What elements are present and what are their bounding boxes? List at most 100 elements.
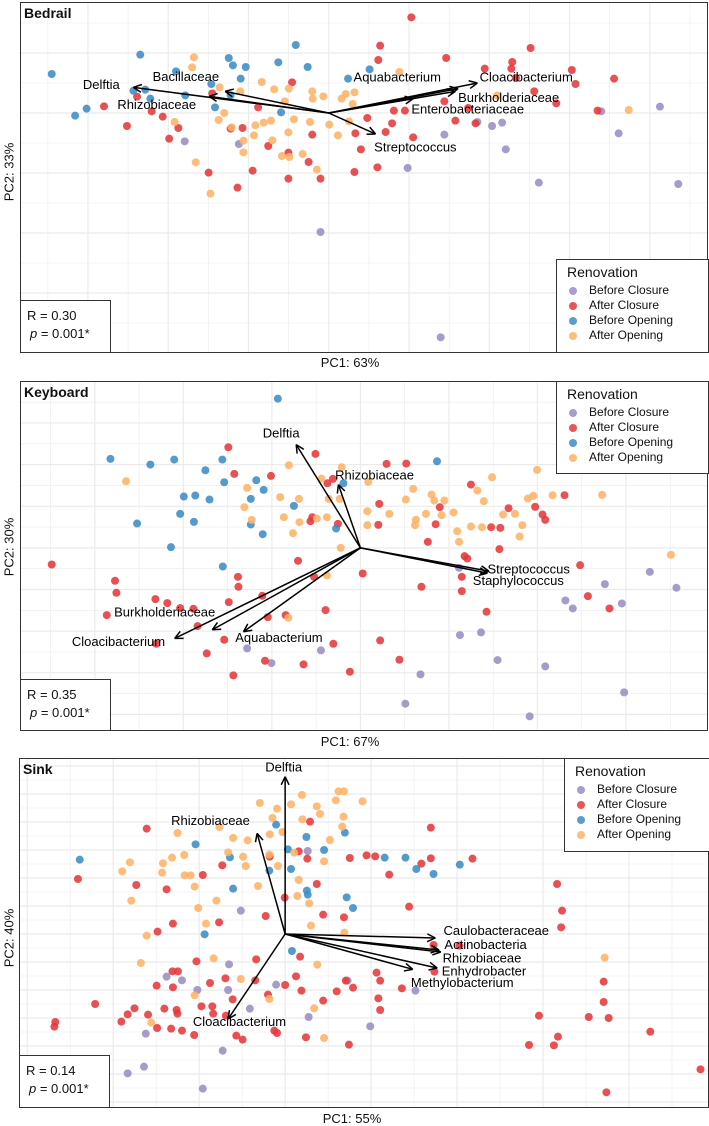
data-point: [168, 983, 177, 992]
data-point: [366, 1022, 375, 1031]
data-point: [142, 931, 151, 940]
data-point: [553, 880, 562, 888]
data-point: [162, 885, 171, 894]
data-point: [311, 449, 320, 458]
arrow-label: Aquabacterium: [235, 630, 322, 645]
data-point: [381, 128, 390, 136]
data-point: [488, 122, 497, 130]
data-point: [351, 129, 360, 138]
data-point: [482, 607, 491, 616]
data-point: [248, 166, 257, 175]
data-point: [218, 455, 227, 464]
data-point: [239, 852, 248, 861]
plot-area: Delftia Rhizobiaceae Cloacibacterium Caulob…: [20, 759, 708, 1107]
y-axis-label: PC2: 33%: [1, 142, 17, 202]
data-point: [422, 509, 431, 518]
y-axis-label: PC2: 30%: [1, 517, 17, 577]
data-point: [268, 136, 277, 145]
data-point: [487, 523, 496, 532]
data-point: [228, 995, 237, 1004]
data-point: [257, 78, 266, 86]
data-point: [374, 994, 383, 1003]
data-point: [304, 158, 313, 166]
data-point: [190, 991, 199, 1000]
data-point: [174, 124, 183, 132]
series-after-closure: [50, 817, 705, 1097]
data-point: [363, 114, 372, 122]
data-point: [457, 587, 466, 596]
data-point: [518, 521, 527, 530]
arrow-label: Rhizobiaceae: [443, 950, 522, 965]
data-point: [214, 116, 223, 124]
data-point: [71, 111, 80, 120]
data-point: [409, 133, 418, 142]
data-point: [261, 656, 270, 665]
data-point: [567, 66, 576, 74]
data-point: [427, 490, 436, 499]
legend-item: After Opening: [575, 827, 705, 842]
data-point: [176, 509, 185, 518]
data-point: [541, 515, 550, 524]
data-point: [329, 639, 338, 648]
data-point: [277, 108, 286, 117]
data-point: [125, 858, 134, 867]
data-point: [47, 560, 56, 569]
data-point: [593, 106, 602, 115]
data-point: [299, 660, 308, 669]
data-point: [191, 840, 200, 849]
data-point: [302, 833, 311, 841]
legend-label: After Closure: [597, 797, 668, 811]
data-point: [672, 583, 681, 592]
data-point: [332, 524, 341, 533]
data-point: [252, 955, 261, 964]
data-point: [440, 97, 449, 106]
data-point: [238, 1035, 247, 1044]
data-point: [305, 899, 314, 908]
series-after-opening: [170, 53, 633, 198]
data-point: [253, 882, 262, 890]
data-point: [558, 906, 567, 915]
data-point: [560, 491, 569, 500]
data-point: [325, 836, 334, 844]
data-point: [455, 537, 464, 546]
stats-p: p = 0.001*: [26, 1080, 103, 1098]
data-point: [243, 836, 252, 845]
data-point: [362, 851, 371, 860]
series-before-closure: [123, 847, 420, 1093]
data-point: [455, 631, 464, 640]
data-point: [284, 461, 293, 470]
legend: Renovation Before Closure After Closure Bef…: [556, 259, 709, 353]
data-point: [180, 851, 189, 859]
data-point: [464, 104, 473, 112]
data-point: [241, 862, 250, 870]
data-point: [243, 483, 252, 492]
data-point: [696, 1065, 705, 1074]
data-point: [298, 150, 307, 158]
data-point: [238, 124, 247, 132]
data-point: [319, 910, 328, 919]
loading-arrow-rhizobiaceae: [285, 933, 442, 956]
gridlines: [21, 3, 707, 352]
data-point: [332, 987, 341, 996]
data-point: [493, 656, 502, 665]
data-point: [568, 604, 577, 613]
data-point: [272, 804, 281, 813]
legend-item: Before Closure: [567, 405, 700, 420]
data-point: [403, 164, 412, 172]
data-point: [75, 855, 84, 864]
legend-item: Before Closure: [575, 782, 705, 797]
data-point: [411, 986, 420, 995]
data-point: [165, 134, 174, 143]
data-point: [197, 1002, 206, 1011]
data-point: [451, 116, 460, 125]
x-axis-label: PC1: 55%: [322, 1111, 382, 1126]
data-point: [333, 131, 342, 140]
data-point: [229, 884, 238, 893]
series-before-opening: [47, 41, 374, 120]
data-point: [405, 902, 414, 911]
data-point: [530, 87, 539, 96]
loading-arrow-cloacibacterium: [174, 547, 361, 640]
data-point: [401, 699, 410, 708]
data-point: [372, 968, 381, 977]
data-point: [507, 64, 516, 73]
